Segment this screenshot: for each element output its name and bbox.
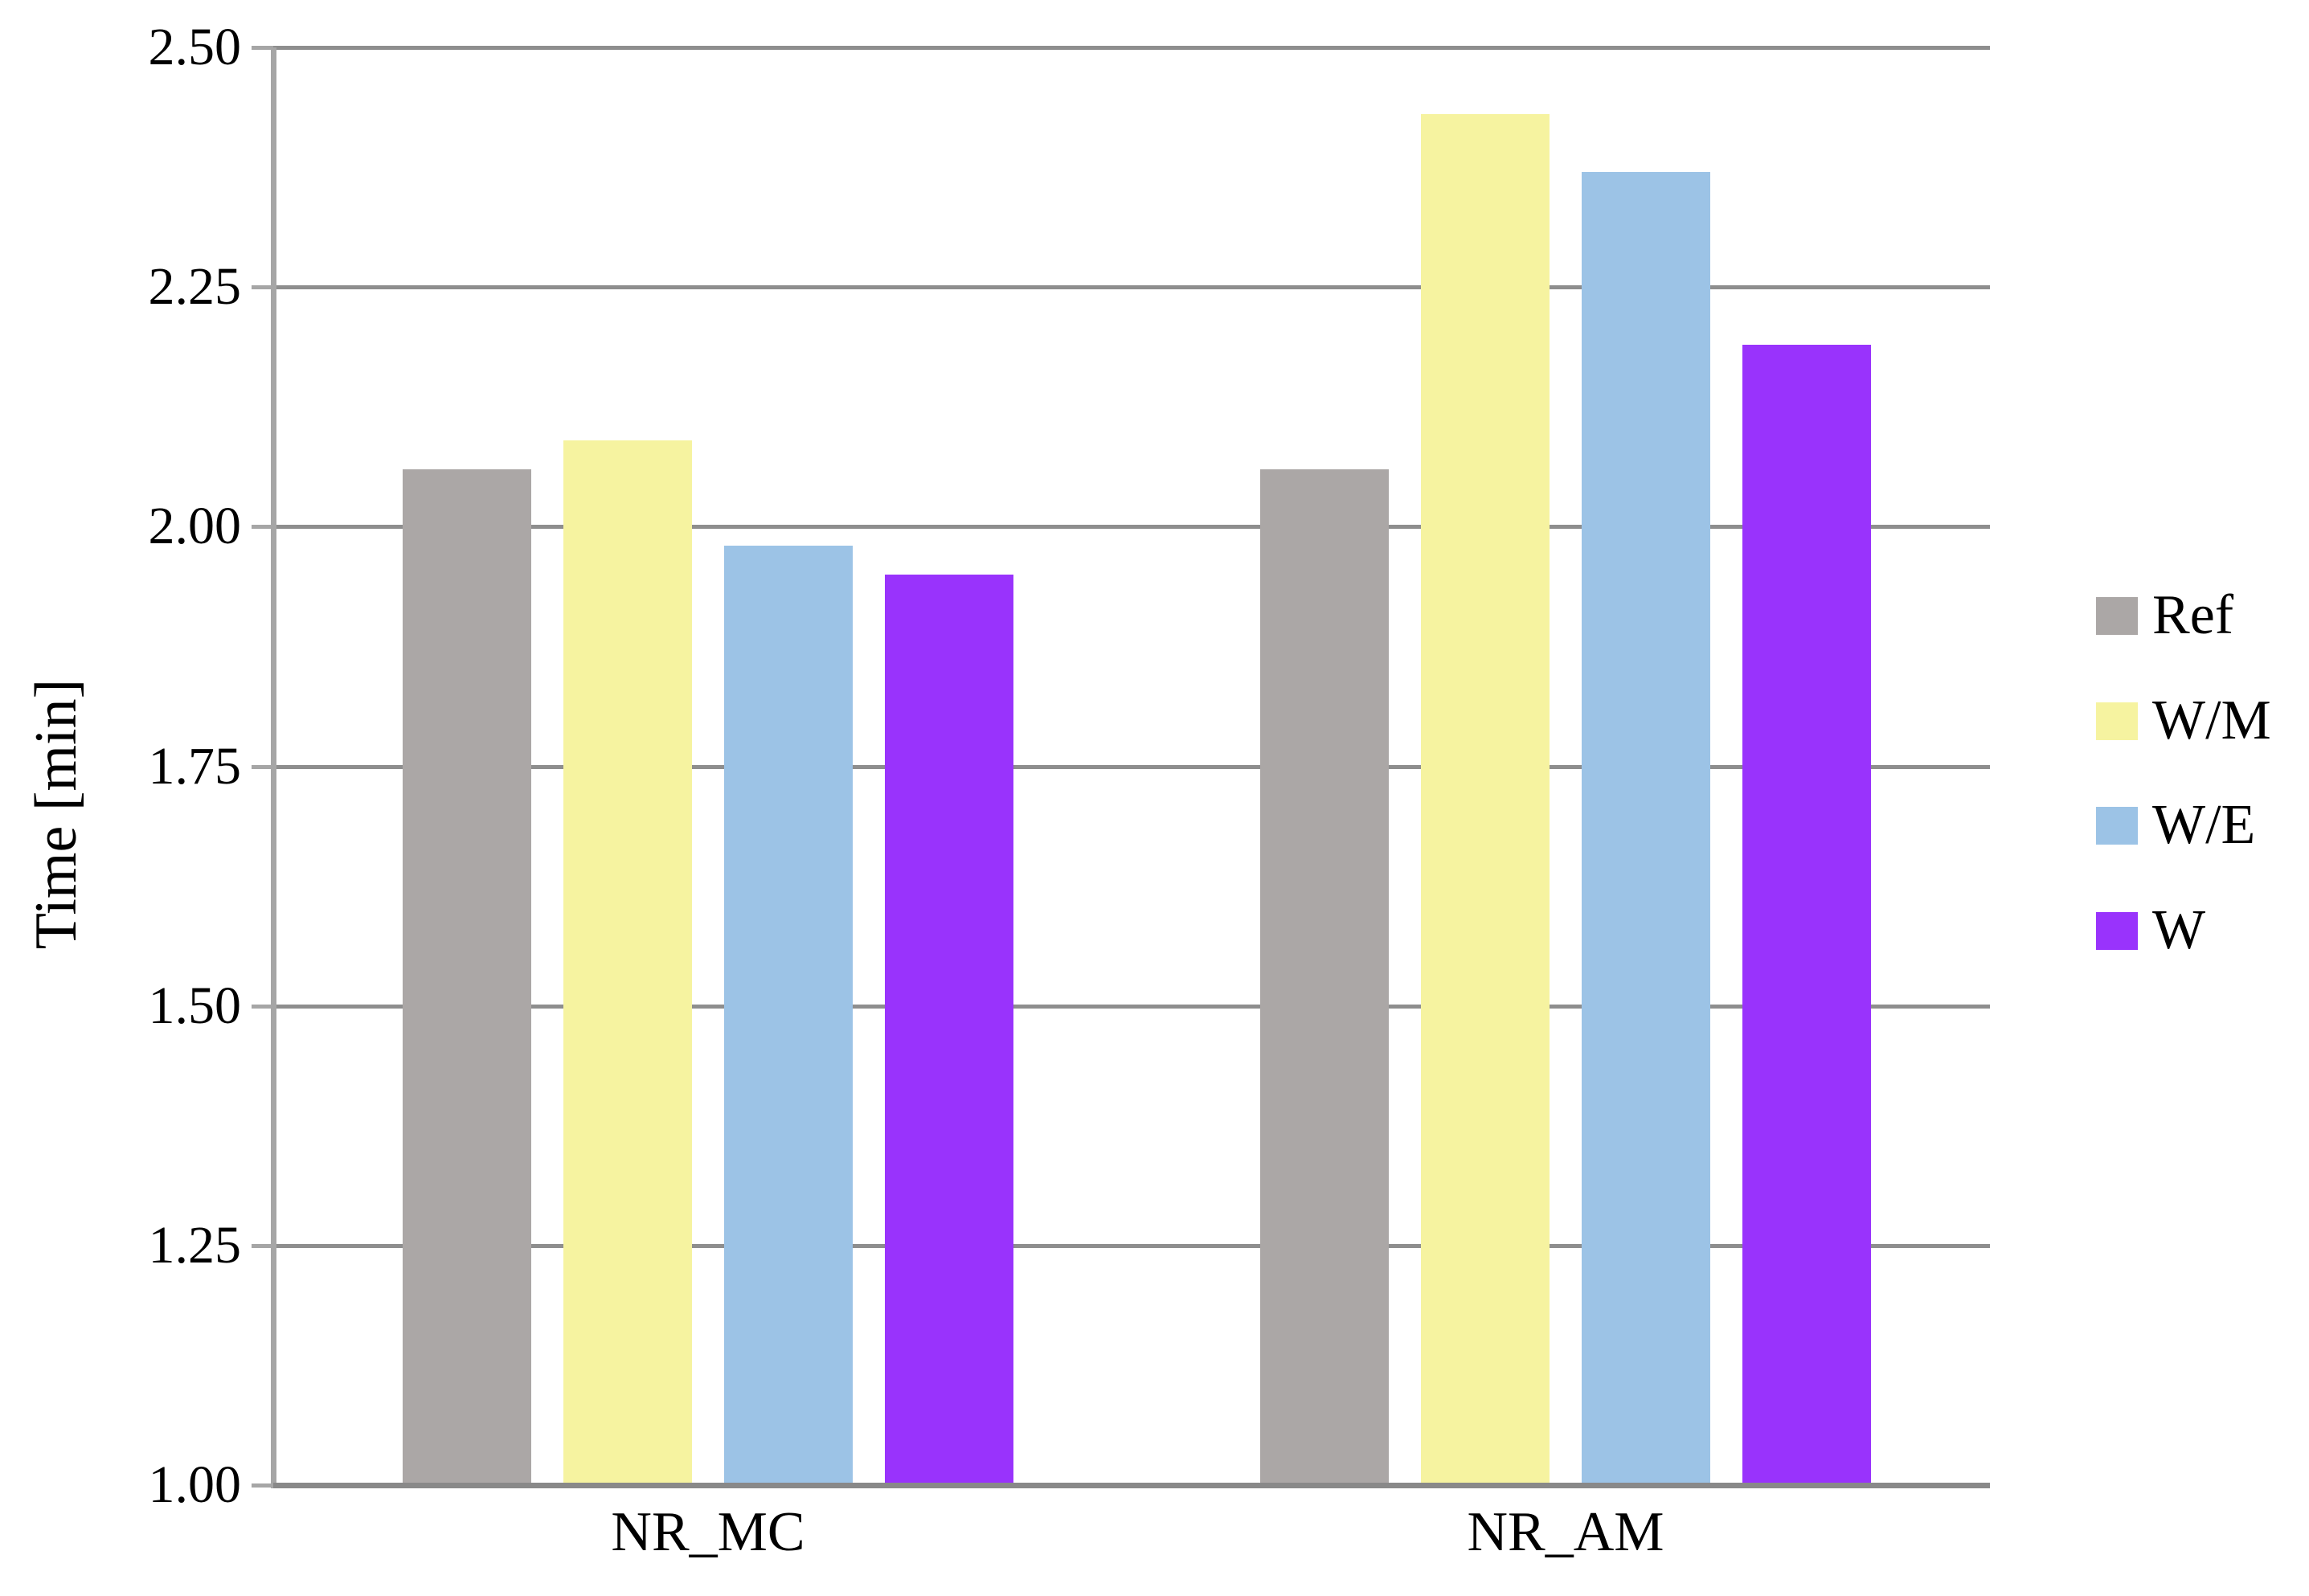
legend-label: W <box>2152 899 2206 961</box>
y-axis-tick <box>252 1483 273 1488</box>
legend-label: W/E <box>2152 794 2256 856</box>
y-tick-label: 2.50 <box>148 18 242 76</box>
y-axis-tick <box>252 525 273 529</box>
bar-NR_AM-W <box>1742 345 1871 1485</box>
gridline <box>273 46 1990 50</box>
y-axis-tick <box>252 1244 273 1248</box>
y-axis-tick <box>252 1005 273 1009</box>
bar-NR_AM-WE <box>1582 172 1710 1485</box>
y-tick-label: 1.50 <box>148 976 242 1035</box>
legend-swatch <box>2096 596 2138 635</box>
y-axis-title: Time [min] <box>23 678 89 950</box>
legend-item-WM: W/M <box>2096 693 2271 749</box>
y-axis-tick <box>252 46 273 50</box>
legend-swatch <box>2096 702 2138 740</box>
y-tick-label: 1.00 <box>148 1455 242 1514</box>
y-axis-tick <box>252 765 273 769</box>
gridline <box>273 765 1990 769</box>
gridline <box>273 1483 1990 1488</box>
gridline <box>273 285 1990 289</box>
gridline <box>273 1244 1990 1248</box>
bar-NR_MC-W <box>885 575 1013 1485</box>
bar-NR_MC-WM <box>563 440 692 1485</box>
x-category-label: NR_AM <box>1467 1501 1664 1563</box>
bar-NR_MC-Ref <box>403 469 531 1485</box>
y-axis-tick <box>252 285 273 289</box>
legend-swatch <box>2096 806 2138 845</box>
gridline <box>273 525 1990 529</box>
bar-NR_AM-WM <box>1421 114 1550 1485</box>
legend-label: W/M <box>2152 690 2271 751</box>
gridline <box>273 1005 1990 1009</box>
y-tick-label: 1.75 <box>148 737 242 796</box>
x-category-label: NR_MC <box>611 1501 805 1563</box>
y-tick-label: 2.00 <box>148 497 242 555</box>
y-tick-label: 1.25 <box>148 1216 242 1275</box>
bar-NR_MC-WE <box>724 546 853 1485</box>
legend-item-Ref: Ref <box>2096 587 2233 644</box>
legend-swatch <box>2096 911 2138 950</box>
bar-NR_AM-Ref <box>1260 469 1389 1485</box>
y-tick-label: 2.25 <box>148 257 242 316</box>
legend-item-WE: W/E <box>2096 797 2255 853</box>
legend-label: Ref <box>2152 584 2234 646</box>
legend-item-W: W <box>2096 902 2205 959</box>
y-axis-line <box>271 47 276 1488</box>
